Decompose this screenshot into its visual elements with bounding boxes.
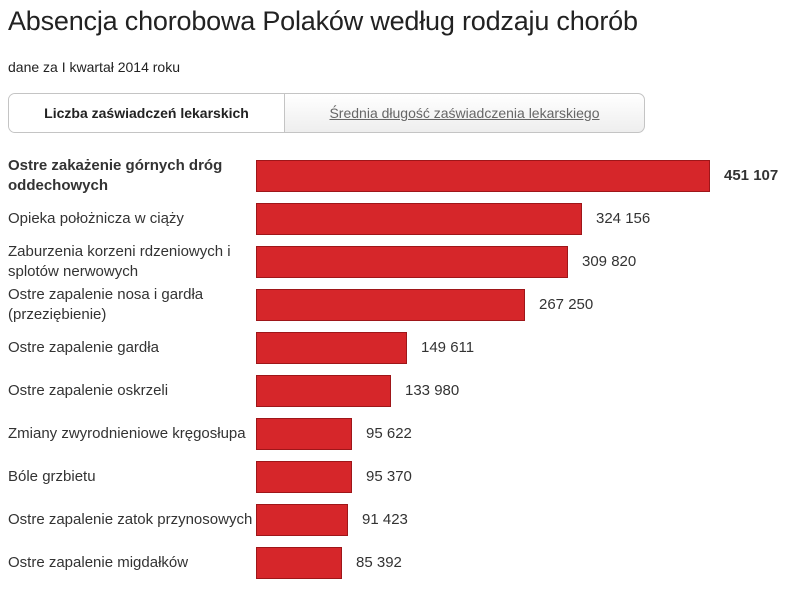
value-label: 451 107 [724,167,779,184]
category-label: Ostre zapalenie zatok przynosowych [8,511,253,528]
bar[interactable] [256,461,352,493]
value-label: 95 622 [366,425,412,442]
page-title: Absencja chorobowa Polaków według rodzaj… [8,6,638,36]
bar[interactable] [256,504,348,536]
category-label: Opieka położnicza w ciąży [8,210,184,227]
value-label: 95 370 [366,468,412,485]
value-label: 91 423 [362,511,408,528]
page-subtitle: dane za I kwartał 2014 roku [8,59,180,75]
bar[interactable] [256,547,342,579]
category-label: Zmiany zwyrodnieniowe kręgosłupa [8,425,246,442]
category-label: Bóle grzbietu [8,468,96,485]
bar[interactable] [256,332,407,364]
value-label: 133 980 [405,382,460,399]
bar[interactable] [256,418,352,450]
category-label: Ostre zapalenie nosa i gardła (przeziębi… [8,286,204,323]
bar[interactable] [256,375,391,407]
value-label: 267 250 [539,296,594,313]
bar[interactable] [256,246,568,278]
category-label: Ostre zapalenie migdałków [8,554,189,571]
bar[interactable] [256,289,525,321]
bar[interactable] [256,203,582,235]
value-label: 85 392 [356,554,402,571]
value-label: 309 820 [582,253,637,270]
bar[interactable] [256,160,710,192]
category-label: Ostre zapalenie oskrzeli [8,382,169,399]
tab-bar: Liczba zaświadczeń lekarskich Średnia dł… [8,93,645,133]
value-label: 149 611 [421,339,475,356]
tab-liczba-zaswiadczen[interactable]: Liczba zaświadczeń lekarskich [9,94,285,132]
tab-srednia-dlugosc[interactable]: Średnia długość zaświadczenia lekarskieg… [329,105,600,121]
category-label: Ostre zakażenie górnych dróg oddechowych [8,157,223,194]
value-label: 324 156 [596,210,651,227]
category-label: Ostre zapalenie gardła [8,339,159,356]
category-label: Zaburzenia korzeni rdzeniowych i splotów… [8,243,231,280]
